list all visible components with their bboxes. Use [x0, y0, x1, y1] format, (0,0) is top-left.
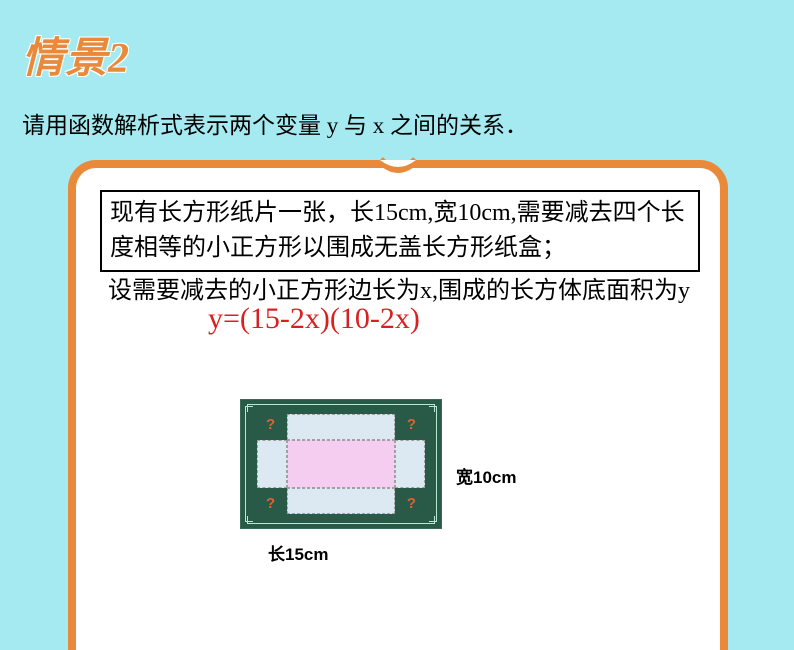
- corner-qmark-br: ?: [407, 495, 416, 512]
- slide-title: 情景2: [22, 24, 130, 85]
- width-label: 宽10cm: [456, 463, 516, 488]
- ruler-top: [247, 404, 435, 412]
- ruler-right: [429, 406, 437, 522]
- flap-right: [395, 440, 425, 488]
- corner-qmark-tl: ?: [266, 416, 275, 433]
- length-label: 长15cm: [268, 540, 328, 565]
- problem-box: 现有长方形纸片一张，长15cm,宽10cm,需要减去四个长度相等的小正方形以围成…: [100, 190, 700, 272]
- diagram-area: ? ? ? ?: [240, 399, 442, 529]
- flap-left: [257, 440, 287, 488]
- flap-top: [287, 414, 395, 440]
- content-area: 现有长方形纸片一张，长15cm,宽10cm,需要减去四个长度相等的小正方形以围成…: [100, 190, 700, 336]
- flap-bottom: [287, 488, 395, 514]
- box-diagram: ? ? ? ?: [240, 399, 442, 529]
- slide-subtitle: 请用函数解析式表示两个变量 y 与 x 之间的关系．: [22, 108, 528, 145]
- ruler-bottom: [247, 516, 435, 524]
- center-base: [287, 440, 395, 488]
- corner-qmark-tr: ?: [407, 416, 416, 433]
- unfold-area: [257, 414, 425, 514]
- corner-qmark-bl: ?: [266, 495, 275, 512]
- ruler-left: [245, 406, 253, 522]
- book-spine: [378, 156, 418, 180]
